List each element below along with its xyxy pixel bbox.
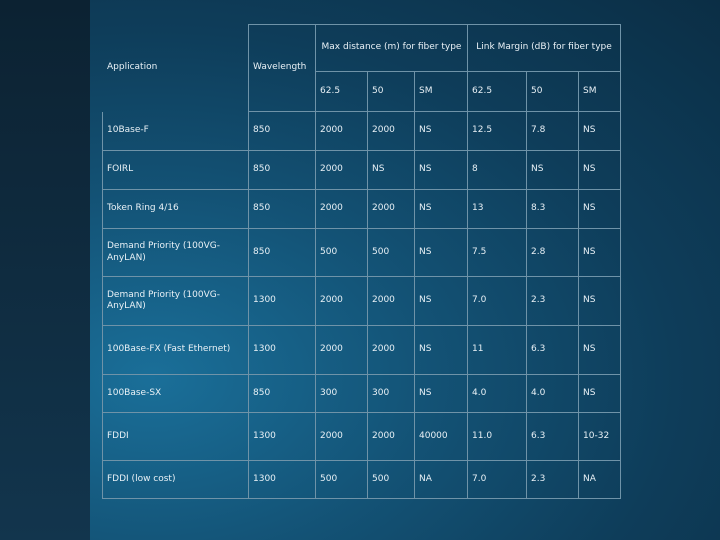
group-header-max-distance: Max distance (m) for fiber type — [314, 24, 469, 72]
application-cell: Token Ring 4/16 — [102, 189, 249, 229]
value-cell: 2000 — [315, 412, 368, 461]
value-cell: 11.0 — [467, 412, 528, 461]
value-cell: 2000 — [367, 189, 415, 229]
application-cell: FOIRL — [102, 150, 249, 190]
wavelength-cell: 850 — [248, 228, 316, 277]
fiber-type-header: 62.5 — [467, 71, 528, 112]
value-cell: 2000 — [367, 412, 415, 461]
value-cell: 7.0 — [467, 276, 528, 326]
value-cell: 13 — [467, 189, 528, 229]
value-cell: NS — [413, 325, 469, 375]
value-cell: NS — [578, 111, 622, 151]
value-cell: NS — [413, 150, 469, 190]
value-cell: NS — [413, 228, 469, 277]
wavelength-cell: 850 — [248, 189, 316, 229]
value-cell: NS — [578, 228, 622, 277]
table-row: 10Base-F 850 2000 2000 NS 12.5 7.8 NS — [102, 111, 622, 151]
table-row: 100Base-SX 850 300 300 NS 4.0 4.0 NS — [102, 374, 622, 413]
value-cell: NS — [413, 111, 469, 151]
value-cell: 300 — [315, 374, 368, 413]
wavelength-cell: 1300 — [248, 325, 316, 375]
fiber-type-header: 50 — [526, 71, 580, 112]
value-cell: 11 — [467, 325, 528, 375]
value-cell: 2000 — [367, 276, 415, 326]
value-cell: 2.3 — [526, 276, 580, 326]
header-row-2: 62.5 50 SM 62.5 50 SM — [103, 71, 622, 112]
value-cell: 2.8 — [526, 228, 580, 277]
value-cell: 2000 — [315, 325, 368, 375]
value-cell: 7.8 — [526, 111, 580, 151]
value-cell: NS — [413, 189, 469, 229]
application-cell: Demand Priority (100VG-AnyLAN) — [102, 228, 249, 277]
value-cell: 2.3 — [526, 460, 580, 499]
wavelength-cell: 1300 — [248, 460, 316, 499]
column-header-application: Application — [102, 24, 249, 112]
application-cell: FDDI — [102, 412, 249, 461]
value-cell: 2000 — [367, 111, 415, 151]
application-cell: FDDI (low cost) — [102, 460, 249, 499]
value-cell: NS — [578, 374, 622, 413]
value-cell: NS — [578, 325, 622, 375]
value-cell: 2000 — [315, 276, 368, 326]
value-cell: 500 — [315, 228, 368, 277]
table-row: FDDI 1300 2000 2000 40000 11.0 6.3 10-32 — [102, 412, 622, 461]
value-cell: 12.5 — [467, 111, 528, 151]
value-cell: 2000 — [315, 189, 368, 229]
table-row: Token Ring 4/16 850 2000 2000 NS 13 8.3 … — [102, 189, 622, 229]
value-cell: 2000 — [315, 150, 368, 190]
wavelength-cell: 850 — [248, 111, 316, 151]
fiber-type-header: 62.5 — [315, 71, 368, 112]
value-cell: 10-32 — [578, 412, 622, 461]
value-cell: 7.0 — [467, 460, 528, 499]
value-cell: 40000 — [413, 412, 469, 461]
value-cell: 6.3 — [526, 412, 580, 461]
table-row: FDDI (low cost) 1300 500 500 NA 7.0 2.3 … — [102, 460, 622, 499]
wavelength-cell: 850 — [248, 150, 316, 190]
value-cell: 500 — [367, 228, 415, 277]
value-cell: 7.5 — [467, 228, 528, 277]
value-cell: 2000 — [367, 325, 415, 375]
value-cell: 8.3 — [526, 189, 580, 229]
value-cell: NS — [526, 150, 580, 190]
application-cell: Demand Priority (100VG-AnyLAN) — [102, 276, 249, 326]
left-sidebar-bar — [0, 0, 90, 540]
wavelength-cell: 850 — [248, 374, 316, 413]
table-row: FOIRL 850 2000 NS NS 8 NS NS — [102, 150, 622, 190]
application-cell: 100Base-SX — [102, 374, 249, 413]
column-header-wavelength: Wavelength — [248, 24, 316, 112]
table-row: Demand Priority (100VG-AnyLAN) 1300 2000… — [102, 276, 622, 326]
value-cell: 2000 — [315, 111, 368, 151]
wavelength-cell: 1300 — [248, 276, 316, 326]
value-cell: 6.3 — [526, 325, 580, 375]
table-row: 100Base-FX (Fast Ethernet) 1300 2000 200… — [102, 325, 622, 375]
value-cell: 4.0 — [526, 374, 580, 413]
fiber-type-header: SM — [413, 71, 469, 112]
value-cell: 300 — [367, 374, 415, 413]
value-cell: NS — [578, 276, 622, 326]
value-cell: NS — [413, 374, 469, 413]
value-cell: 500 — [367, 460, 415, 499]
value-cell: 8 — [467, 150, 528, 190]
group-header-link-margin: Link Margin (dB) for fiber type — [467, 24, 622, 72]
fiber-type-header: SM — [578, 71, 622, 112]
header-row-1: Application Wavelength Max distance (m) … — [102, 24, 622, 112]
fiber-spec-table: Application Wavelength Max distance (m) … — [102, 24, 622, 499]
application-cell: 10Base-F — [102, 111, 249, 151]
value-cell: NA — [413, 460, 469, 499]
table-row: Demand Priority (100VG-AnyLAN) 850 500 5… — [102, 228, 622, 277]
value-cell: NS — [578, 189, 622, 229]
value-cell: 500 — [315, 460, 368, 499]
value-cell: NS — [578, 150, 622, 190]
value-cell: NS — [413, 276, 469, 326]
application-cell: 100Base-FX (Fast Ethernet) — [102, 325, 249, 375]
fiber-type-header: 50 — [367, 71, 415, 112]
wavelength-cell: 1300 — [248, 412, 316, 461]
value-cell: NS — [367, 150, 415, 190]
value-cell: 4.0 — [467, 374, 528, 413]
value-cell: NA — [578, 460, 622, 499]
